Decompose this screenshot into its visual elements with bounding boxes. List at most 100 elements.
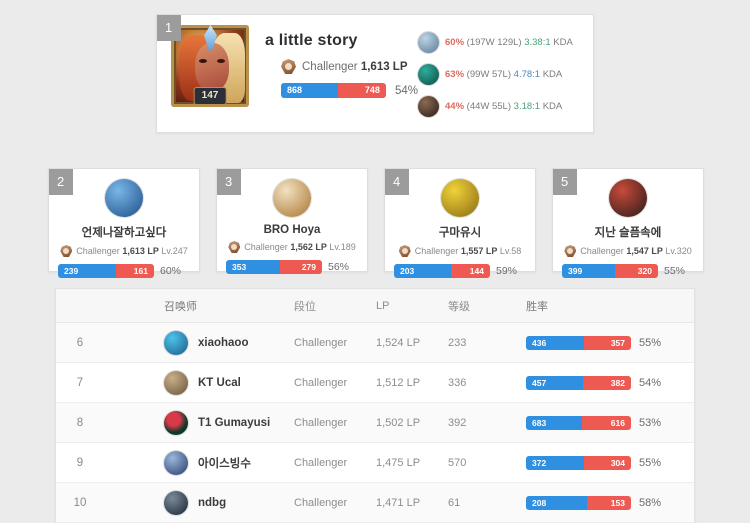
rank-4-card[interactable]: 4 구마유시 Challenger 1,557 LP Lv.58 203 144… [384, 168, 536, 278]
row-rank: 10 [73, 496, 87, 509]
row-rank: 9 [76, 456, 84, 469]
rank-badge: 3 [217, 169, 242, 195]
summoner-avatar [105, 179, 143, 217]
challenger-emblem-icon [60, 245, 73, 257]
winrate: 55% [639, 456, 662, 469]
row-summoner[interactable]: T1 Gumayusi [104, 410, 294, 435]
summoner-avatar [441, 179, 479, 217]
champion-crown-icon [204, 25, 217, 51]
winloss-bar: 436 357 [526, 335, 631, 350]
champion-icon [418, 32, 439, 53]
row-summoner[interactable]: KT Ucal [104, 370, 294, 395]
rank-5-card[interactable]: 5 지난 슬픔속에 Challenger 1,547 LP Lv.320 399… [552, 168, 704, 278]
tier-label: Challenger [76, 246, 120, 256]
row-level: 570 [448, 456, 467, 469]
summoner-name: xiaohaoo [198, 336, 249, 349]
summoner-avatar [273, 179, 311, 217]
winrate: 54% [639, 376, 662, 389]
hero-winloss-bar: 868 748 [281, 83, 386, 98]
row-tier: Challenger [294, 456, 348, 469]
row-rank: 6 [76, 336, 84, 349]
row-summoner[interactable]: xiaohaoo [104, 330, 294, 355]
champion-stat-row[interactable]: 63% (99W 57L) 4.78:1 KDA [418, 64, 583, 85]
lp-value: 1,613 LP [122, 246, 159, 256]
summoner-name[interactable]: 지난 슬픔속에 [594, 227, 662, 239]
hero-tier-label: Challenger [302, 60, 358, 73]
top-rank-cards: 2 언제나잘하고싶다 Challenger 1,613 LP Lv.247 23… [48, 168, 704, 278]
row-lp: 1,471 LP [376, 496, 421, 509]
table-row[interactable]: 7 KT Ucal Challenger 1,512 LP 336 457 38… [56, 363, 694, 403]
winloss-bar: 203 144 [394, 264, 490, 278]
hero-tier-row: Challenger 1,613 LP [281, 59, 418, 74]
header-winrate: 胜率 [526, 300, 548, 313]
table-row[interactable]: 6 xiaohaoo Challenger 1,524 LP 233 436 3… [56, 323, 694, 363]
row-winrate-cell: 436 357 55% [526, 335, 694, 350]
summoner-name[interactable]: 구마유시 [438, 227, 482, 239]
row-summoner[interactable]: ndbg [104, 490, 294, 515]
winloss-bar: 239 161 [58, 264, 154, 278]
level-value: Lv.58 [499, 246, 522, 256]
champion-winrate: 44% [445, 101, 465, 112]
champion-portrait[interactable]: 147 [171, 25, 249, 107]
champion-kda-label: KDA [542, 69, 563, 80]
winrate: 55% [664, 265, 686, 277]
winloss-bar: 683 616 [526, 415, 631, 430]
row-lp: 1,524 LP [376, 336, 421, 349]
hero-winloss-row: 868 748 54% [281, 83, 418, 98]
winrate: 55% [639, 336, 662, 349]
losses: 616 [581, 415, 631, 430]
header-summoner-label: 召唤师 [164, 300, 197, 313]
header-summoner: 召唤师 [104, 298, 294, 314]
champion-stat-text: 63% (99W 57L) 4.78:1 KDA [445, 69, 562, 80]
losses: 161 [115, 264, 154, 278]
winrate: 59% [496, 265, 518, 277]
summoner-avatar [609, 179, 647, 217]
table-row[interactable]: 8 T1 Gumayusi Challenger 1,502 LP 392 68… [56, 403, 694, 443]
winloss-row: 239 161 60% [58, 264, 190, 278]
summoner-name: 아이스빙수 [198, 457, 251, 470]
rank-3-card[interactable]: 3 BRO Hoya Challenger 1,562 LP Lv.189 35… [216, 168, 368, 274]
champion-winrate: 60% [445, 37, 465, 48]
champion-kda-label: KDA [553, 37, 573, 48]
champion-kda-label: KDA [542, 101, 563, 112]
row-summoner[interactable]: 아이스빙수 [104, 450, 294, 475]
rank-1-card[interactable]: 1 147 a little story Challenger 1,613 LP [156, 14, 594, 133]
level-value: Lv.320 [665, 246, 692, 256]
summoner-name: T1 Gumayusi [198, 416, 271, 429]
wins: 239 [58, 264, 116, 278]
summoner-name[interactable]: 언제나잘하고싶다 [81, 227, 167, 239]
table-row[interactable]: 10 ndbg Challenger 1,471 LP 61 208 153 5… [56, 483, 694, 523]
champion-stat-row[interactable]: 60% (197W 129L) 3.38:1 KDA [418, 32, 583, 53]
row-level: 233 [448, 336, 467, 349]
lp-value: 1,557 LP [460, 246, 498, 256]
table-row[interactable]: 9 아이스빙수 Challenger 1,475 LP 570 372 304 … [56, 443, 694, 483]
winrate: 60% [160, 265, 182, 277]
hero-champion-stats: 60% (197W 129L) 3.38:1 KDA 63% (99W 57L)… [418, 24, 593, 128]
wins: 436 [526, 335, 584, 350]
tier-label: Challenger [244, 242, 288, 252]
winloss-row: 399 320 55% [562, 264, 694, 278]
losses: 144 [450, 264, 490, 278]
wins: 208 [526, 495, 587, 510]
header-level: 等级 [448, 300, 470, 313]
summoner-name: KT Ucal [198, 376, 241, 389]
champion-stat-row[interactable]: 44% (44W 55L) 3.18:1 KDA [418, 96, 583, 117]
rank-2-card[interactable]: 2 언제나잘하고싶다 Challenger 1,613 LP Lv.247 23… [48, 168, 200, 278]
winloss-bar: 399 320 [562, 264, 658, 278]
champion-icon [418, 64, 439, 85]
hero-lp-value: 1,613 LP [360, 60, 408, 73]
winrate: 56% [328, 261, 350, 273]
losses: 304 [583, 455, 631, 470]
summoner-avatar [164, 490, 188, 515]
wins: 203 [394, 264, 451, 278]
summoner-name[interactable]: BRO Hoya [263, 224, 321, 236]
losses: 357 [583, 335, 631, 350]
row-rank: 7 [76, 376, 84, 389]
champion-level-badge: 147 [193, 87, 227, 105]
level-value: Lv.189 [329, 242, 356, 252]
tier-row: Challenger 1,557 LP Lv.58 [385, 245, 535, 257]
row-tier: Challenger [294, 376, 348, 389]
champion-eye-left [199, 59, 207, 63]
hero-summoner-name[interactable]: a little story [265, 32, 358, 49]
row-tier: Challenger [294, 416, 348, 429]
